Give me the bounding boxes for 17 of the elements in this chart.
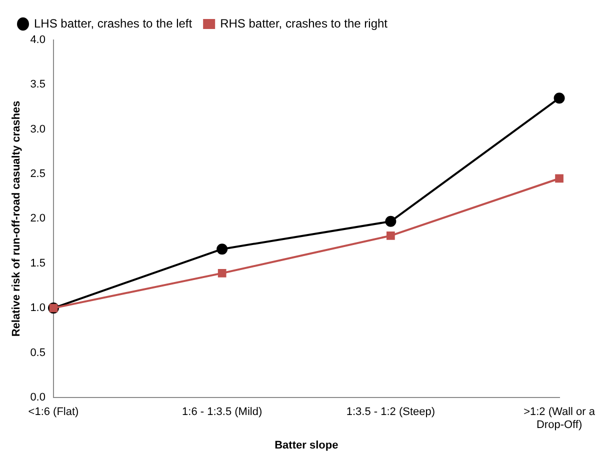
y-tick-label: 1.5 [30, 257, 46, 270]
y-tick-label: 2.0 [30, 212, 46, 225]
x-tick-label: 1:6 - 1:3.5 (Mild) [182, 406, 262, 418]
y-tick-label: 3.0 [30, 123, 46, 136]
x-tick-label: 1:3.5 - 1:2 (Steep) [346, 406, 436, 418]
y-tick-label: 2.5 [30, 168, 46, 180]
y-tick-label: 1.0 [30, 302, 46, 314]
x-axis-title: Batter slope [274, 439, 338, 452]
y-tick-label: 4.0 [30, 34, 46, 46]
legend-label: LHS batter, crashes to the left [34, 16, 193, 30]
x-tick-label: >1:2 (Wall or a Drop-Off) [524, 406, 596, 432]
y-tick-label: 0.5 [30, 346, 46, 359]
x-tick-label: <1:6 (Flat) [28, 406, 79, 418]
y-tick-label: 3.5 [30, 78, 46, 91]
y-axis-title: Relative risk of run-off-road casualty crashes [10, 100, 23, 337]
legend-label: RHS batter, crashes to the right [220, 16, 388, 30]
y-tick-label: 0.0 [30, 391, 46, 404]
